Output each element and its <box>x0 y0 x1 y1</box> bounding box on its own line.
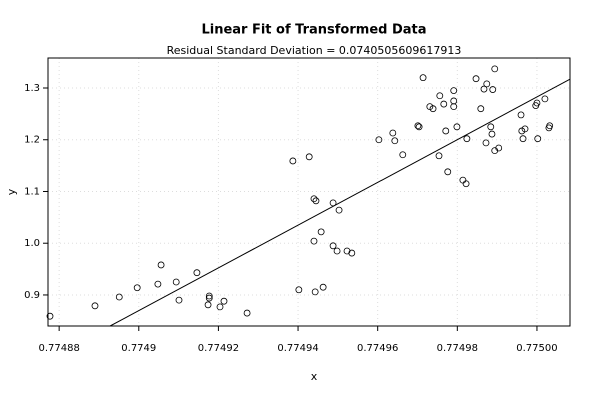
data-point <box>312 197 320 205</box>
data-point <box>450 97 458 105</box>
data-point <box>489 86 497 93</box>
data-point <box>444 168 452 176</box>
data-point <box>216 303 224 311</box>
data-point <box>435 152 443 160</box>
y-axis-label: y <box>5 188 18 195</box>
data-point <box>154 280 162 288</box>
data-point <box>534 135 542 143</box>
data-point <box>204 301 212 309</box>
data-point <box>440 100 448 108</box>
x-tick-label: 0.7749 <box>121 343 156 354</box>
data-point <box>115 293 123 301</box>
data-point <box>429 105 437 113</box>
data-point <box>414 122 422 130</box>
data-point <box>483 80 491 88</box>
data-point <box>463 135 471 143</box>
data-point <box>305 153 313 161</box>
data-point <box>46 312 54 320</box>
data-point <box>329 242 337 250</box>
data-point <box>310 237 318 245</box>
x-tick-label: 0.77494 <box>277 343 318 354</box>
x-tick-label: 0.77488 <box>38 343 79 354</box>
data-point <box>175 296 183 304</box>
data-point <box>193 269 201 277</box>
data-point <box>519 135 527 143</box>
data-point <box>482 139 490 147</box>
data-point <box>335 206 343 214</box>
data-point <box>419 74 427 82</box>
data-point <box>319 283 327 291</box>
data-point <box>157 261 165 269</box>
data-point <box>477 105 485 113</box>
data-point <box>491 65 499 73</box>
data-point <box>375 136 383 144</box>
x-axis-label: x <box>311 370 318 383</box>
data-point <box>310 195 318 203</box>
chart-subtitle: Residual Standard Deviation = 0.07405056… <box>167 44 462 57</box>
data-point <box>517 111 525 119</box>
y-tick-label: 1.0 <box>24 238 40 249</box>
data-point <box>459 176 467 184</box>
data-point <box>343 247 351 255</box>
data-point <box>389 129 397 137</box>
data-point <box>546 122 554 130</box>
fit-line <box>109 78 570 326</box>
data-point <box>462 180 470 188</box>
data-point <box>172 278 180 286</box>
data-point <box>133 284 141 292</box>
data-point <box>243 309 251 317</box>
data-point <box>472 75 480 83</box>
data-point <box>521 125 529 133</box>
data-point <box>453 123 461 131</box>
data-point <box>333 247 341 255</box>
y-tick-label: 1.1 <box>24 186 40 197</box>
y-tick-label: 1.3 <box>24 83 40 94</box>
data-point <box>399 151 407 159</box>
x-tick-label: 0.77498 <box>437 343 478 354</box>
data-point <box>450 103 458 111</box>
data-point <box>220 297 228 305</box>
data-point <box>415 123 423 131</box>
data-point <box>317 228 325 236</box>
data-point <box>348 249 356 257</box>
data-point <box>487 123 495 131</box>
y-tick-label: 1.2 <box>24 135 40 146</box>
data-point <box>205 292 213 300</box>
data-point <box>391 137 399 145</box>
data-point <box>480 85 488 93</box>
x-tick-label: 0.77492 <box>198 343 239 354</box>
plot-frame <box>47 57 571 327</box>
data-point <box>295 286 303 294</box>
data-point <box>289 157 297 165</box>
data-point <box>205 294 213 302</box>
data-point <box>450 87 458 94</box>
data-point <box>495 144 503 152</box>
data-point <box>442 127 450 135</box>
data-point <box>488 130 496 138</box>
data-point <box>533 99 541 107</box>
y-tick-label: 0.9 <box>24 290 40 301</box>
data-point <box>311 288 319 296</box>
data-point <box>541 95 549 103</box>
data-point <box>436 92 444 100</box>
chart-title: Linear Fit of Transformed Data <box>201 23 426 38</box>
data-point <box>91 302 99 310</box>
x-tick-label: 0.77496 <box>357 343 398 354</box>
x-tick-label: 0.77500 <box>516 343 557 354</box>
